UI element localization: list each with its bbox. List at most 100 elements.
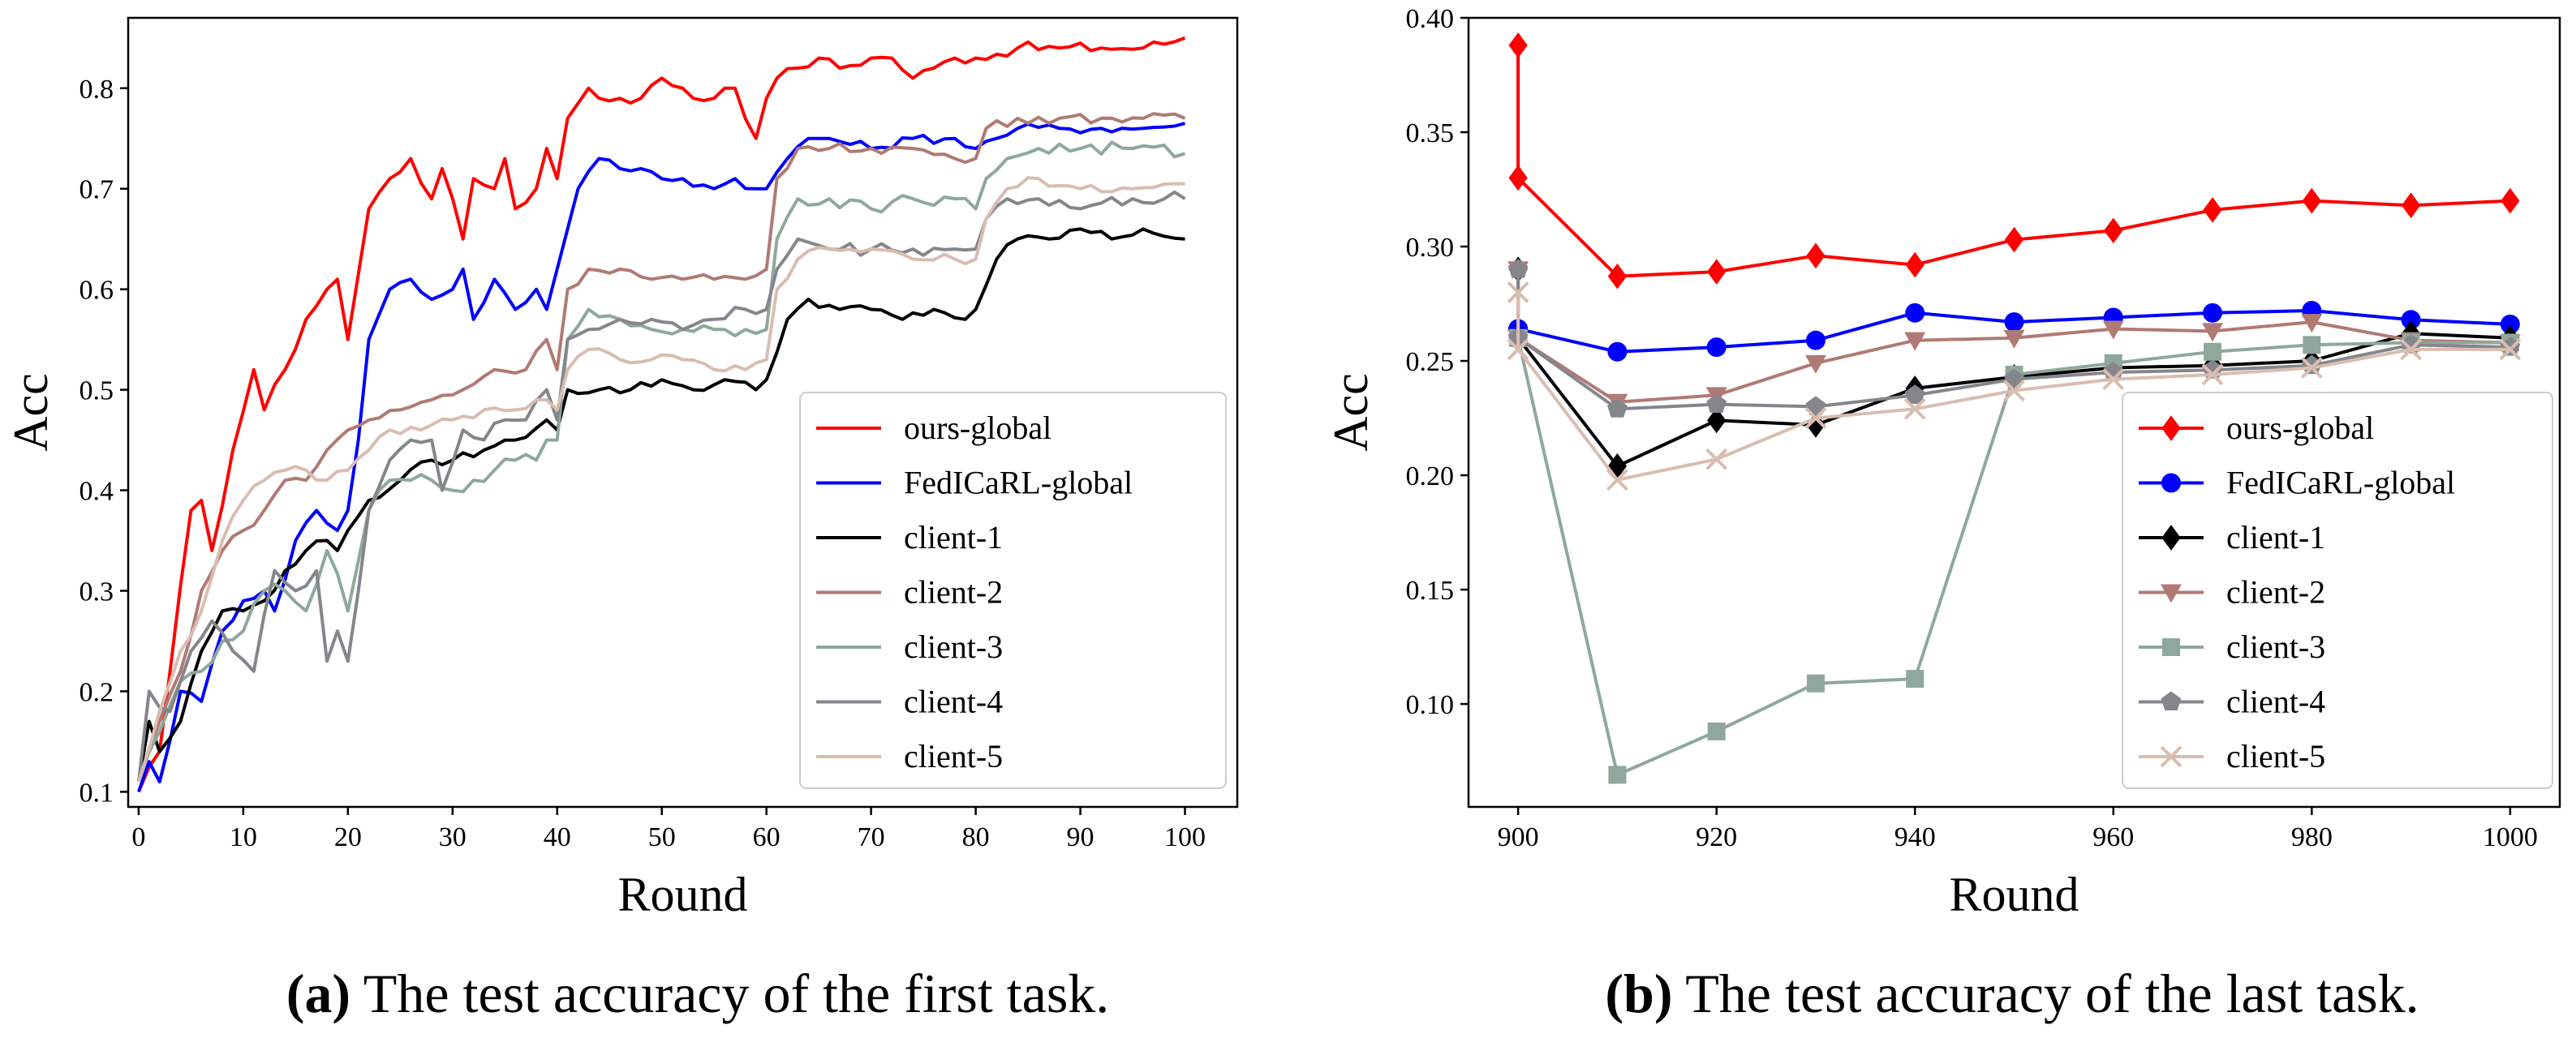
point-FedICaRL-global [2004,312,2024,332]
series-line-ours-global [137,36,1186,793]
series-line-FedICaRL-global [137,122,1186,793]
point-client-2 [1904,332,1926,351]
series-client-3 [137,140,1186,783]
x-axis-label: Round [1949,868,2079,921]
y-tick-label: 0.4 [80,477,114,507]
point-FedICaRL-global [1607,341,1628,362]
y-tick-label: 0.40 [1406,4,1455,34]
legend-label-FedICaRL-global: FedICaRL-global [904,465,1133,501]
x-tick-label: 10 [230,822,257,852]
point-client-5 [2400,338,2423,361]
legend-box [2122,392,2553,789]
point-client-5 [2300,357,2323,379]
point-client-5 [2499,338,2522,361]
chart-a: 0 10 20 30 40 50 60 70 80 90 100 0.1 0.2 0.3 0.4 0.5 0.6… [4,16,1239,921]
point-FedICaRL-global [1905,302,1925,323]
point-ours-global [2104,217,2123,244]
series-line-client-2 [1516,269,2510,404]
point-client-3 [1608,766,1627,784]
legend: ours-global FedICaRL-global client-1 client… [799,392,1227,789]
legend-label-client-1: client-1 [904,519,1003,556]
point-client-4 [1507,259,1529,278]
legend-box [799,392,1227,789]
series-client-1 [136,227,1185,783]
y-tick-label: 0.5 [80,376,114,406]
point-client-2 [2003,329,2025,349]
legend-label-client-2: client-2 [2226,574,2325,611]
y-tick-label: 0.3 [80,577,114,607]
y-tick-label: 0.6 [80,276,114,306]
point-client-3 [1806,674,1825,693]
caption-a-label: (a) [286,963,351,1024]
legend-label-client-5: client-5 [904,738,1003,774]
y-tick-label: 0.8 [80,75,114,105]
point-client-2 [2202,323,2224,342]
y-tick-label: 0.10 [1406,690,1455,720]
y-tick-label: 0.30 [1406,233,1455,263]
caption-b: (b) The test accuracy of the last task. [1444,945,2576,1042]
point-client-2 [2301,314,2323,333]
plot-frame [1467,16,2561,809]
point-FedICaRL-global [2203,302,2223,323]
series-line-client-4 [136,190,1186,783]
y-tick-label: 0.35 [1406,118,1455,148]
point-ours-global [1508,32,1528,58]
x-tick-label: 90 [1067,822,1094,852]
x-tick-label: 20 [334,822,362,852]
legend-marker-client-5 [2160,745,2183,768]
caption-b-label: (b) [1605,963,1673,1024]
series-line-client-5 [136,176,1185,783]
legend-label-client-2: client-2 [904,574,1003,611]
caption-b-text: The test accuracy of the last task. [1672,963,2419,1024]
y-tick-label: 0.25 [1406,347,1455,377]
series-client-5 [136,176,1185,783]
series-client-2 [137,112,1186,783]
series-FedICaRL-global [137,122,1186,793]
point-client-5 [1804,407,1827,429]
caption-a-text: The test accuracy of the first task. [350,963,1110,1024]
legend-label-client-4: client-4 [2226,684,2325,720]
series-line-client-1 [136,227,1185,783]
x-tick-label: 40 [544,822,571,852]
point-FedICaRL-global [2500,314,2520,334]
point-client-3 [2303,336,2321,354]
legend-marker-client-2 [2161,584,2182,603]
point-ours-global [2401,192,2421,219]
x-tick-label: 940 [1894,822,1936,852]
legend-marker-client-1 [2161,525,2181,551]
point-client-2 [2102,320,2124,340]
series-line-ours-global [1516,45,2510,278]
point-client-1 [1707,407,1727,434]
y-tick-label: 0.20 [1406,461,1455,491]
point-client-5 [1606,469,1628,491]
legend-label-client-4: client-4 [904,684,1003,720]
point-client-2 [1804,354,1826,374]
legend-label-ours-global: ours-global [904,410,1051,446]
x-tick-label: 60 [753,822,781,852]
point-client-5 [2102,368,2125,391]
point-ours-global [1607,263,1628,290]
x-tick-label: 980 [2291,822,2333,852]
point-FedICaRL-global [1805,330,1826,350]
series-line-client-2 [137,112,1186,783]
y-tick-label: 0.2 [80,677,114,707]
plot-area [1507,32,2522,784]
plot-frame [127,16,1239,809]
y-tick-label: 0.7 [80,175,114,205]
point-client-5 [1705,448,1728,470]
x-tick-label: 960 [2092,822,2134,852]
legend-marker-ours-global [2161,415,2181,441]
y-tick-label: 0.15 [1406,576,1455,606]
x-tick-label: 920 [1696,822,1737,852]
series-ours-global [1508,32,2520,290]
point-client-5 [1507,281,1529,303]
x-tick-label: 0 [131,822,145,852]
point-client-5 [2201,363,2224,386]
legend-label-client-3: client-3 [2226,628,2325,665]
point-client-4 [2004,368,2024,388]
point-ours-global [2501,187,2520,214]
x-tick-label: 80 [962,822,990,852]
point-client-5 [1507,338,1529,361]
legend-label-ours-global: ours-global [2226,410,2374,446]
point-client-4 [1904,384,1925,404]
